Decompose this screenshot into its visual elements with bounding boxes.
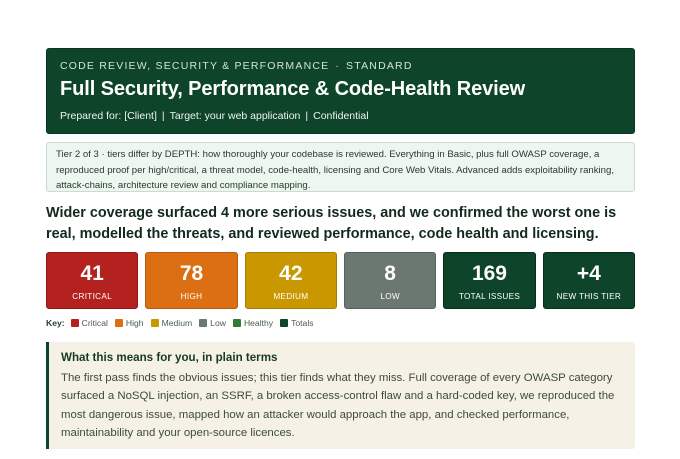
key-swatch [70,319,79,327]
tier-note: Tier 2 of 3 · tiers differ by DEPTH: how… [46,142,635,192]
meta-separator: | [305,110,309,122]
key-swatch [232,319,241,327]
key-label: Key: [46,318,65,328]
key-swatch [150,319,159,327]
key-item-label: Medium [161,318,193,328]
key-item-low: Low [199,318,226,328]
stat-high: 78 HIGH [145,252,238,309]
eyebrow-tier: STANDARD [346,60,413,72]
stat-value: 42 [279,262,303,285]
meta-prepared-for: Prepared for: [Client] [60,110,157,122]
report-title: Full Security, Performance & Code-Health… [60,78,526,100]
stat-label: TOTAL ISSUES [458,292,521,301]
stat-value: 169 [471,262,507,285]
eyebrow-separator: · [335,60,341,72]
stat-value: 8 [384,262,396,285]
key-item-medium: Medium [150,318,193,328]
key-swatch [199,319,208,327]
stat-medium: 42 MEDIUM [244,252,337,309]
meta-separator: | [161,110,165,122]
key-item-healthy: Healthy [232,318,274,328]
callout-title: What this means for you, in plain terms [61,351,278,364]
key-swatch [114,319,123,327]
meta-target: Target: your web application [169,110,301,122]
key-item-label: High [125,318,144,328]
stats-row: 41 CRITICAL 78 HIGH 42 MEDIUM 8 LOW 169 … [46,252,635,309]
report-eyebrow: CODE REVIEW, SECURITY & PERFORMANCE · STAN… [60,60,621,72]
stat-label: MEDIUM [273,292,309,301]
stat-total-issues: 169 TOTAL ISSUES [443,252,536,309]
callout-body: The first pass finds the obvious issues;… [61,372,615,440]
summary-headline: Wider coverage surfaced 4 more serious i… [46,205,617,242]
key-item-label: Low [210,318,226,328]
key-item-label: Critical [81,318,108,328]
plain-terms-callout: What this means for you, in plain terms … [46,342,635,449]
stat-label: CRITICAL [72,292,113,301]
report-page: CODE REVIEW, SECURITY & PERFORMANCE · STAN… [46,48,635,449]
stat-label: NEW THIS TIER [556,292,622,301]
key-item-label: Healthy [243,318,274,328]
report-header: CODE REVIEW, SECURITY & PERFORMANCE · STAN… [46,48,635,134]
stat-value: 78 [179,262,204,285]
key-item-totals: Totals [280,318,314,328]
stat-value: 41 [80,262,104,285]
meta-confidential: Confidential [313,110,369,122]
stat-low: 8 LOW [343,252,437,309]
report-meta: Prepared for: [Client] | Target: your web … [60,110,621,122]
eyebrow-category: CODE REVIEW, SECURITY & PERFORMANCE [60,60,330,72]
stat-new-this-tier: +4 NEW THIS TIER [542,252,635,309]
key-item-critical: Critical [70,318,108,328]
stat-label: LOW [380,292,400,301]
key-swatch [280,319,289,327]
stat-label: HIGH [180,292,203,301]
stat-value: +4 [576,262,601,285]
key-item-label: Totals [291,318,314,328]
color-key: Key: Critical High Medium Low Healthy To… [46,318,635,328]
stat-critical: 41 CRITICAL [46,252,139,309]
key-item-high: High [114,318,144,328]
